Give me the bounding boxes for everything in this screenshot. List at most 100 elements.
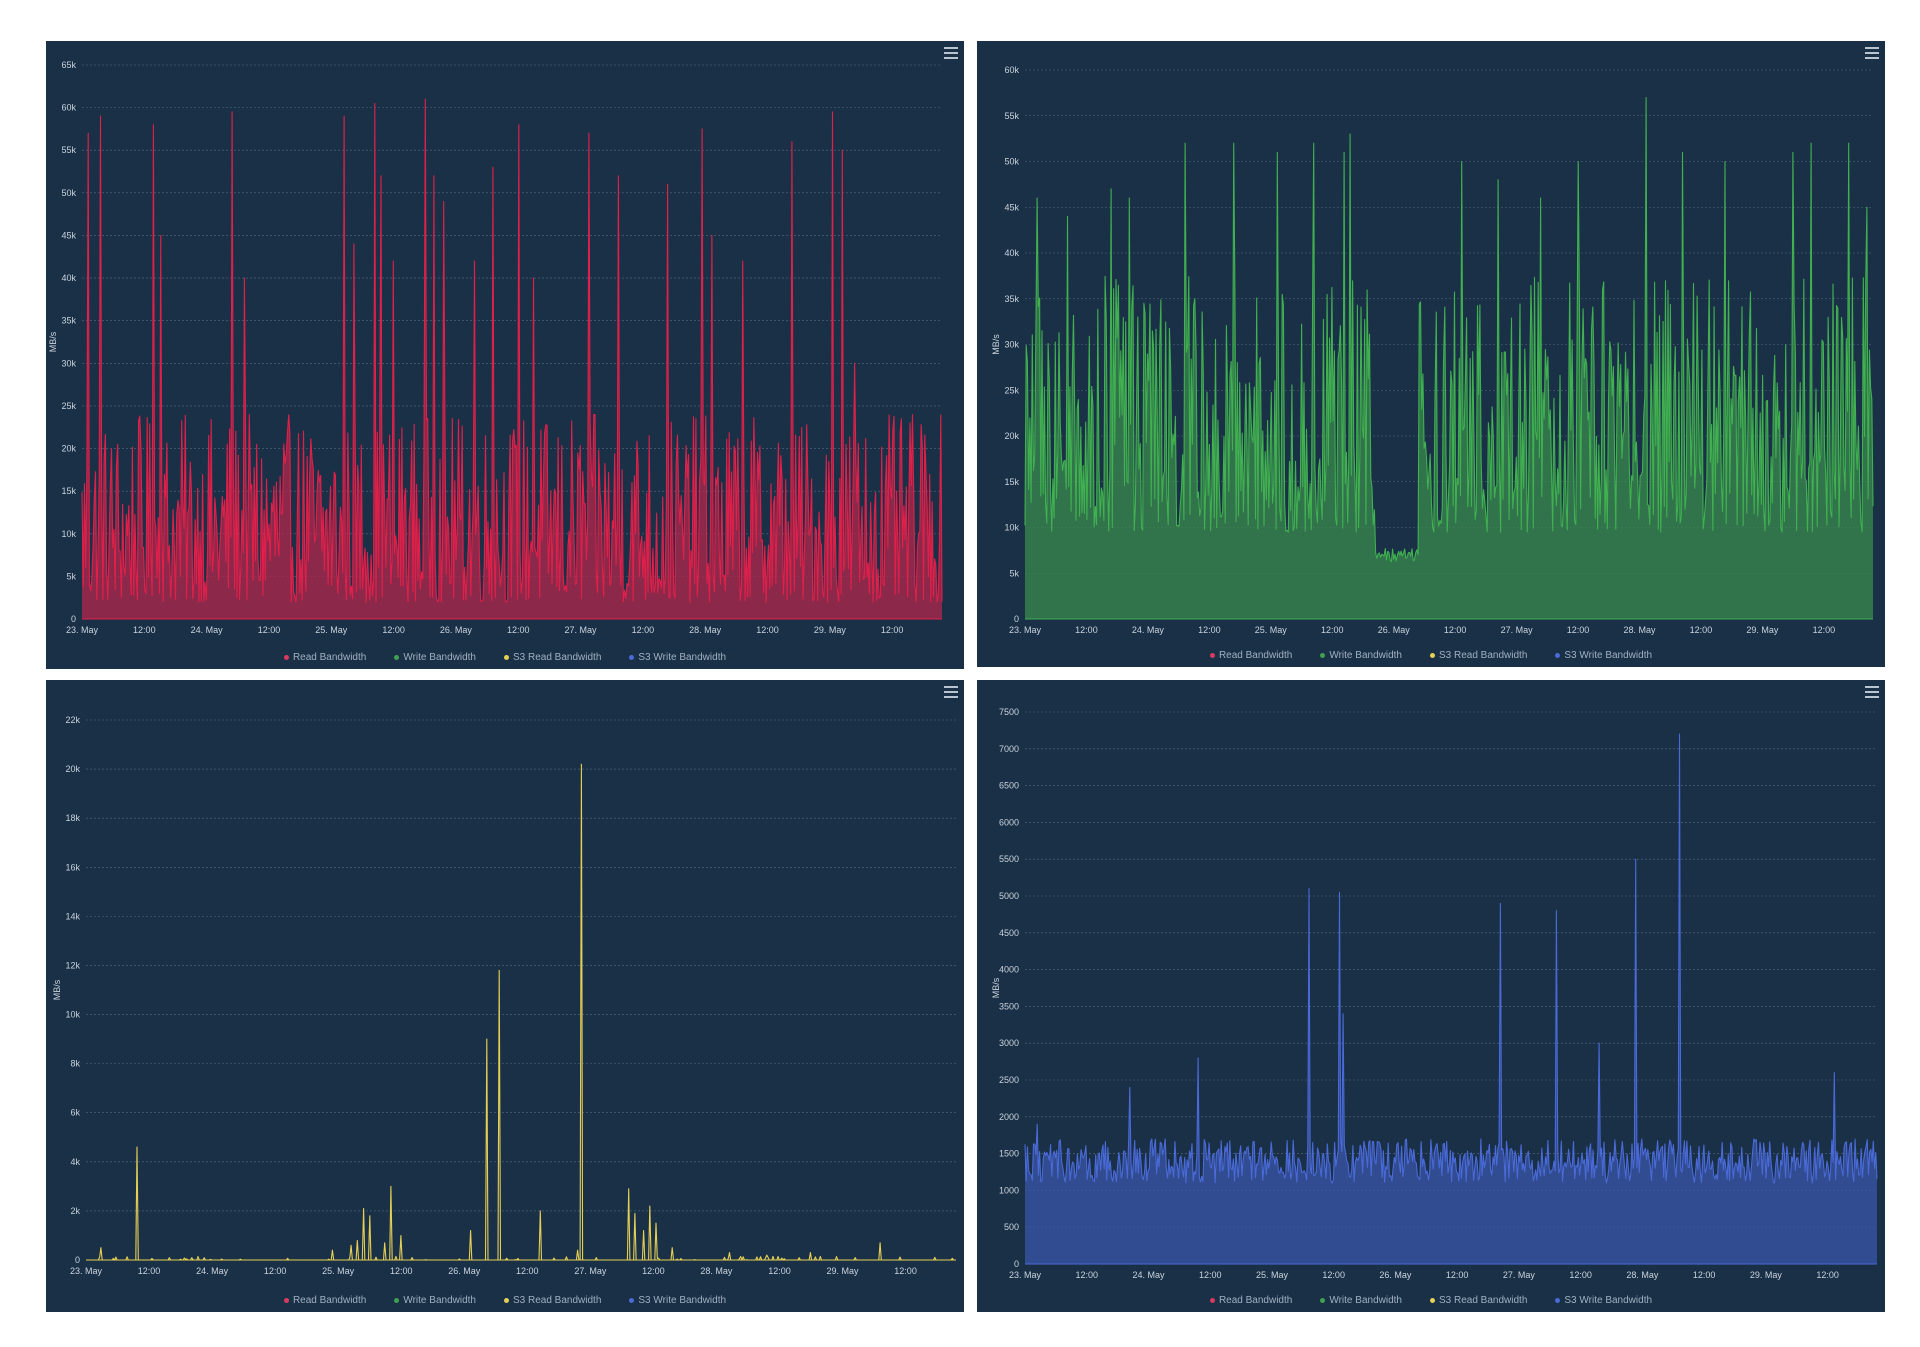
x-tick-label: 12:00 — [1690, 625, 1713, 635]
x-tick-label: 29. May — [814, 625, 847, 635]
y-tick-label: 45k — [1004, 202, 1019, 212]
legend-item[interactable]: S3 Read Bandwidth — [503, 652, 601, 663]
chart-panel-s3-read-bandwidth: 0 2k 4k 6k 8k 10k 12k 14k 16k 18k 20k 22k MB/s 23. Ma… — [46, 680, 964, 1312]
x-tick-label: 28. May — [1623, 625, 1656, 635]
x-tick-label: 12:00 — [382, 625, 405, 635]
legend-label: Read Bandwidth — [1218, 1295, 1293, 1306]
y-tick-label: 0 — [71, 614, 76, 624]
chart-legend: Read Bandwidth Write Bandwidth S3 Read Ban… — [977, 650, 1885, 661]
y-tick-label: 10k — [1004, 523, 1019, 533]
y-tick-label: 4k — [70, 1157, 80, 1167]
y-tick-label: 5k — [66, 571, 76, 581]
y-tick-label: 35k — [61, 316, 76, 326]
y-tick-label: 7500 — [999, 707, 1019, 717]
chart-menu-icon[interactable] — [944, 686, 958, 698]
x-tick-label: 12:00 — [881, 625, 904, 635]
legend-label: S3 Write Bandwidth — [1564, 1295, 1653, 1306]
legend-label: S3 Read Bandwidth — [512, 1295, 602, 1306]
legend-item[interactable]: S3 Write Bandwidth — [1555, 1295, 1652, 1306]
x-tick-label: 28. May — [700, 1266, 733, 1276]
y-tick-label: 15k — [1004, 477, 1019, 487]
y-tick-label: 40k — [1004, 248, 1019, 258]
legend-item[interactable]: Read Bandwidth — [283, 1295, 366, 1306]
x-tick-label: 12:00 — [1075, 1270, 1098, 1280]
y-tick-label: 60k — [1004, 65, 1019, 75]
legend-dot-icon — [1320, 1297, 1326, 1303]
y-tick-label: 45k — [61, 230, 76, 240]
legend-item[interactable]: S3 Read Bandwidth — [503, 1295, 602, 1306]
x-tick-label: 26. May — [1378, 625, 1411, 635]
y-tick-label: 30k — [61, 358, 76, 368]
x-tick-label: 25. May — [315, 625, 348, 635]
legend-item[interactable]: S3 Write Bandwidth — [1555, 650, 1652, 661]
legend-label: Read Bandwidth — [1218, 650, 1293, 661]
series-line[interactable] — [86, 763, 956, 1261]
legend-item[interactable]: S3 Write Bandwidth — [629, 1295, 726, 1306]
chart-menu-icon[interactable] — [1865, 686, 1879, 698]
y-tick-label: 25k — [61, 401, 76, 411]
y-tick-label: 14k — [65, 911, 80, 921]
legend-label: S3 Write Bandwidth — [1564, 650, 1653, 661]
x-tick-label: 28. May — [1626, 1270, 1659, 1280]
legend-item[interactable]: Read Bandwidth — [283, 652, 366, 663]
x-tick-label: 12:00 — [516, 1266, 539, 1276]
y-tick-label: 0 — [75, 1255, 80, 1265]
legend-dot-icon — [629, 1297, 635, 1303]
y-tick-label: 7000 — [999, 744, 1019, 754]
series-area — [1025, 734, 1877, 1264]
chart-svg: 0 5k 10k 15k 20k 25k 30k 35k 40k 45k 50k 55k 60k MB/s… — [991, 65, 1874, 635]
y-tick-label: 12k — [65, 960, 80, 970]
legend-label: S3 Write Bandwidth — [638, 1295, 727, 1306]
legend-item[interactable]: Read Bandwidth — [1209, 1295, 1293, 1306]
series-line[interactable] — [1024, 733, 1878, 1184]
chart-menu-icon[interactable] — [944, 47, 958, 59]
x-tick-label: 12:00 — [1075, 625, 1098, 635]
x-tick-label: 12:00 — [1199, 1270, 1222, 1280]
legend-item[interactable]: Write Bandwidth — [1320, 650, 1402, 661]
x-tick-label: 29. May — [827, 1266, 860, 1276]
x-tick-label: 26. May — [448, 1266, 481, 1276]
legend-item[interactable]: Write Bandwidth — [394, 1295, 476, 1306]
y-tick-label: 15k — [61, 486, 76, 496]
legend-item[interactable]: S3 Read Bandwidth — [1429, 1295, 1527, 1306]
x-tick-label: 12:00 — [390, 1266, 413, 1276]
x-tick-label: 12:00 — [1446, 1270, 1469, 1280]
series-line[interactable] — [81, 98, 943, 603]
legend-dot-icon — [1555, 652, 1561, 658]
y-tick-label: 2000 — [999, 1112, 1019, 1122]
chart-menu-icon[interactable] — [1865, 47, 1879, 59]
legend-item[interactable]: Read Bandwidth — [1209, 650, 1293, 661]
x-tick-label: 12:00 — [632, 625, 655, 635]
x-tick-label: 12:00 — [756, 625, 779, 635]
x-tick-label: 12:00 — [1569, 1270, 1592, 1280]
y-tick-label: 5k — [1009, 568, 1019, 578]
x-tick-label: 12:00 — [133, 625, 156, 635]
x-tick-label: 12:00 — [1198, 625, 1221, 635]
legend-item[interactable]: Write Bandwidth — [394, 652, 476, 663]
chart-panel-s3-write-bandwidth: 0 500 1000 1500 2000 2500 3000 3500 4000 4500 5000… — [977, 680, 1885, 1312]
legend-dot-icon — [1320, 652, 1326, 658]
legend-dot-icon — [394, 654, 400, 660]
legend-item[interactable]: Write Bandwidth — [1320, 1295, 1402, 1306]
x-tick-label: 28. May — [689, 625, 722, 635]
legend-dot-icon — [503, 654, 509, 660]
y-axis-title: MB/s — [48, 331, 58, 352]
y-tick-label: 2500 — [999, 1075, 1019, 1085]
x-tick-label: 24. May — [196, 1266, 229, 1276]
y-tick-label: 4500 — [999, 928, 1019, 938]
legend-item[interactable]: S3 Write Bandwidth — [629, 652, 726, 663]
y-tick-label: 0 — [1014, 1259, 1019, 1269]
y-tick-label: 65k — [61, 60, 76, 70]
x-tick-label: 12:00 — [768, 1266, 791, 1276]
y-tick-label: 10k — [65, 1010, 80, 1020]
series-line[interactable] — [1024, 96, 1874, 563]
x-tick-label: 12:00 — [642, 1266, 665, 1276]
legend-item[interactable]: S3 Read Bandwidth — [1429, 650, 1527, 661]
y-tick-label: 16k — [65, 862, 80, 872]
legend-label: S3 Write Bandwidth — [638, 652, 727, 663]
y-tick-label: 50k — [61, 188, 76, 198]
y-tick-label: 3000 — [999, 1038, 1019, 1048]
y-tick-label: 20k — [65, 764, 80, 774]
x-tick-label: 12:00 — [1816, 1270, 1839, 1280]
x-tick-label: 27. May — [574, 1266, 607, 1276]
